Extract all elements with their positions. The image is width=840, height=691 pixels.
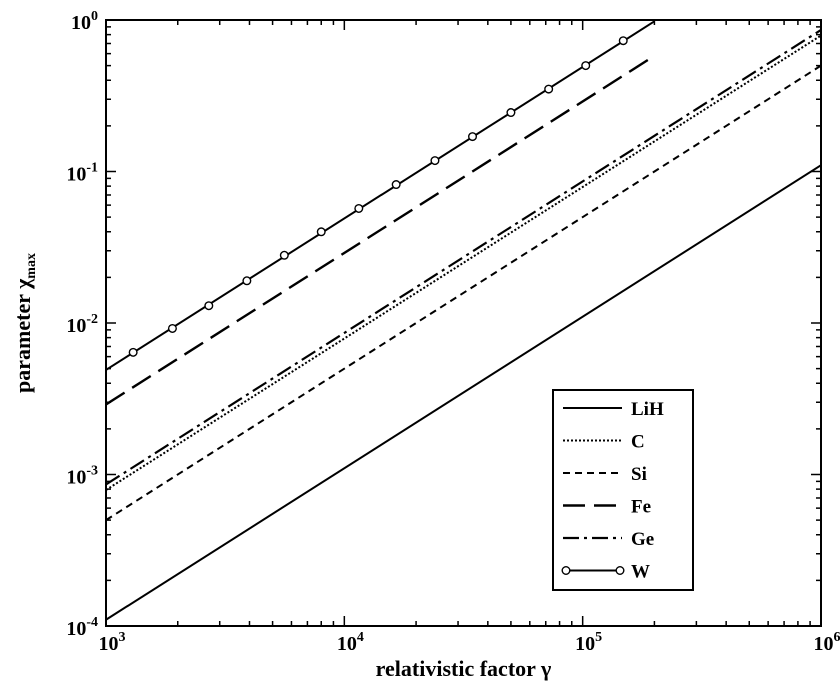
y-tick-label: 10-2 [66,312,98,337]
legend-marker-w [615,566,625,576]
y-axis-label-symbol: χ [10,278,35,290]
x-tick-label: 105 [575,630,602,655]
series-point-w [316,227,326,237]
series-point-w [279,250,289,260]
legend-marker-w [561,566,571,576]
x-tick-label: 103 [99,630,126,655]
series-point-w [468,132,478,142]
legend-label-ge: Ge [631,529,654,550]
x-axis-label-symbol: γ [540,656,551,681]
legend-label-fe: Fe [631,497,651,518]
label-layer: 103 104 105 106 10-4 10-3 10-2 10-1 100 [66,9,840,655]
legend-label-lih: LiH [631,399,664,420]
series-point-w [167,323,177,333]
tick-layer [105,20,821,627]
legend-label-c: C [631,432,645,453]
series-point-w [391,180,401,190]
legend-box [552,389,694,591]
series-point-w [506,108,516,118]
y-axis-label-subscript: max [24,253,39,279]
plot-frame [105,19,822,627]
y-axis-label: parameter χmax [10,253,39,393]
series-point-w [618,36,628,46]
series-line-fe [106,54,656,406]
series-point-w [242,276,252,286]
series-line-lih [106,164,821,621]
y-tick-label: 100 [71,9,98,34]
y-tick-label: 10-4 [66,615,98,640]
series-line-w [106,20,655,371]
series-line-si [106,64,821,521]
series-point-w [581,61,591,71]
series-point-w [430,156,440,166]
series-line-ge [106,28,821,486]
series-point-w [544,84,554,94]
x-tick-label: 104 [337,630,364,655]
x-axis-label: relativistic factor γ [376,656,552,681]
legend-label-si: Si [631,464,647,485]
legend-label-w: W [631,562,650,583]
series-layer [106,20,821,621]
series-point-w [204,301,214,311]
series-point-w [354,203,364,213]
series-line-c [106,34,821,491]
axis-ticks [105,20,821,627]
x-tick-label: 106 [814,630,840,655]
series-point-w [128,347,138,357]
y-tick-label: 10-3 [66,464,98,489]
legend: LiH C Si Fe Ge W [552,389,694,591]
y-tick-label: 10-1 [66,161,98,186]
